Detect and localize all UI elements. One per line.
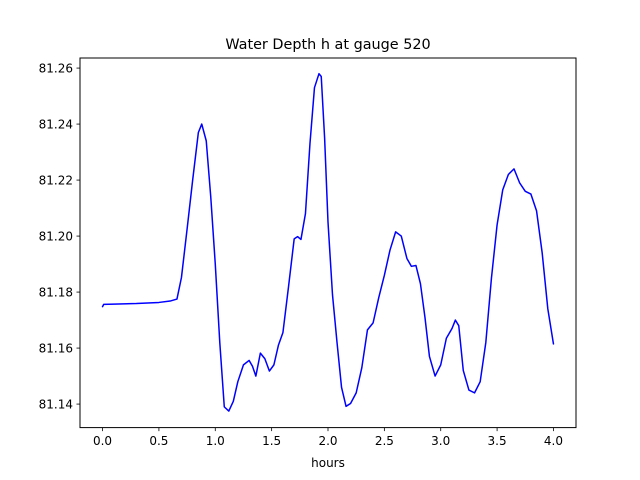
x-axis-ticks: 0.0 0.5 1.0 1.5 2.0 2.5 3.0 3.5 4.0 xyxy=(93,427,563,448)
series-line-water-depth xyxy=(101,72,555,412)
x-tick-label: 1.5 xyxy=(262,434,281,448)
x-tick-label: 0.0 xyxy=(93,434,112,448)
y-tick-label: 81.14 xyxy=(39,397,73,411)
chart-title: Water Depth h at gauge 520 xyxy=(225,37,430,53)
x-tick-label: 4.0 xyxy=(544,434,563,448)
x-tick-label: 2.5 xyxy=(375,434,394,448)
x-tick-label: 3.0 xyxy=(431,434,450,448)
x-tick-label: 2.0 xyxy=(318,434,337,448)
y-tick-label: 81.16 xyxy=(39,341,73,355)
y-tick-label: 81.22 xyxy=(39,173,73,187)
y-tick-label: 81.24 xyxy=(39,117,73,131)
y-axis-ticks: 81.14 81.16 81.18 81.20 81.22 81.24 81.26 xyxy=(39,61,80,411)
x-axis-label: hours xyxy=(311,456,345,470)
x-tick-label: 1.0 xyxy=(206,434,225,448)
y-tick-label: 81.20 xyxy=(39,229,73,243)
x-tick-label: 0.5 xyxy=(149,434,168,448)
x-tick-label: 3.5 xyxy=(488,434,507,448)
y-tick-label: 81.26 xyxy=(39,61,73,75)
y-tick-label: 81.18 xyxy=(39,285,73,299)
